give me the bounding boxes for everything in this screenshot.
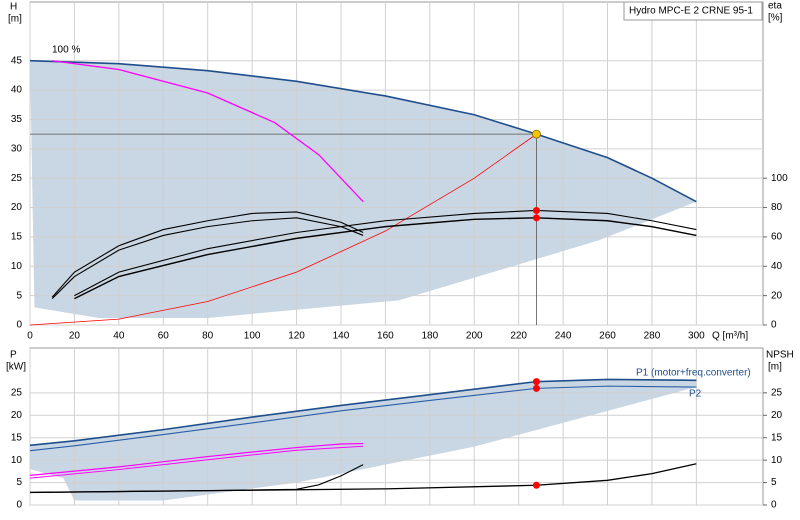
y2-tick-label: 15	[771, 432, 783, 443]
y-tick-label: 25	[11, 173, 23, 184]
x-tick-label: 120	[288, 331, 305, 342]
legend-box	[623, 1, 763, 21]
y-tick-label: 35	[11, 114, 23, 125]
y-tick-label: 0	[16, 500, 22, 511]
annotation: 100 %	[52, 45, 80, 56]
y2-tick-label: 5	[771, 477, 777, 488]
y-tick-label: 30	[11, 143, 23, 154]
y-tick-label: 25	[11, 387, 23, 398]
x-tick-label: 260	[599, 331, 616, 342]
y2-tick-label: 10	[771, 455, 783, 466]
y-tick-label: 15	[11, 432, 23, 443]
y-tick-label: 10	[11, 261, 23, 272]
y2-tick-label: 100	[771, 173, 788, 184]
x-tick-label: 280	[644, 331, 661, 342]
x-tick-label: 300	[688, 331, 705, 342]
curve	[52, 60, 364, 203]
x-tick-label: 60	[158, 331, 170, 342]
y-tick-label: 40	[11, 85, 23, 96]
legend-box-text: Hydro MPC-E 2 CRNE 95-1	[629, 6, 753, 17]
y2-axis-label: NPSH	[766, 350, 794, 361]
x-axis-label: Q [m³/h]	[712, 331, 748, 342]
y2-tick-label: 0	[771, 320, 777, 331]
x-tick-label: 200	[466, 331, 483, 342]
duty-point	[532, 481, 540, 489]
y2-axis-label: eta	[768, 1, 782, 12]
curve	[29, 442, 364, 476]
x-tick-label: 140	[333, 331, 350, 342]
y2-tick-label: 0	[771, 500, 777, 511]
curve	[74, 217, 697, 300]
x-tick-label: 100	[244, 331, 261, 342]
x-tick-label: 240	[555, 331, 572, 342]
duty-point	[532, 206, 540, 214]
x-tick-label: 40	[113, 331, 125, 342]
y-axis-unit: [m]	[8, 14, 22, 25]
x-tick-label: 220	[510, 331, 527, 342]
y2-tick-label: 25	[771, 387, 783, 398]
y-tick-label: 15	[11, 232, 23, 243]
y-tick-label: 0	[16, 320, 22, 331]
curve	[29, 385, 697, 452]
y-axis-label: P	[10, 350, 17, 361]
y-tick-label: 10	[11, 455, 23, 466]
y2-axis-unit: [%]	[768, 13, 783, 24]
curve-label: P2	[689, 389, 702, 400]
curve-label: P1 (motor+freq.converter)	[636, 368, 751, 379]
curve	[51, 217, 364, 299]
curve	[29, 133, 537, 326]
plot-layer: 0 20 40 60 80 100 120 140 160 180 200 220 240 260 280 3…	[11, 2, 788, 511]
y2-axis-unit: [m]	[768, 362, 782, 373]
operating-region	[30, 379, 697, 501]
curve	[51, 211, 364, 298]
duty-point	[532, 384, 540, 392]
y2-tick-label: 20	[771, 410, 783, 421]
x-tick-label: 80	[202, 331, 214, 342]
y2-tick-label: 20	[771, 290, 783, 301]
x-tick-label: 20	[69, 331, 81, 342]
y-tick-label: 5	[16, 477, 22, 488]
y2-tick-label: 40	[771, 261, 783, 272]
y-tick-label: 20	[11, 202, 23, 213]
y-axis-label: H	[10, 2, 17, 13]
operating-point	[532, 129, 541, 139]
x-tick-label: 160	[377, 331, 394, 342]
y-tick-label: 20	[11, 410, 23, 421]
y-tick-label: 5	[16, 290, 22, 301]
y-tick-label: 45	[11, 55, 23, 66]
curve	[29, 445, 364, 479]
x-tick-label: 0	[27, 331, 33, 342]
y2-tick-label: 80	[771, 202, 783, 213]
y-axis-unit: [kW]	[6, 362, 26, 373]
curve	[74, 209, 697, 297]
x-tick-label: 180	[421, 331, 438, 342]
y2-tick-label: 60	[771, 232, 783, 243]
duty-point	[532, 378, 540, 386]
curve	[29, 378, 697, 447]
duty-point	[532, 214, 540, 222]
operating-region	[30, 60, 697, 318]
curve	[29, 59, 697, 203]
